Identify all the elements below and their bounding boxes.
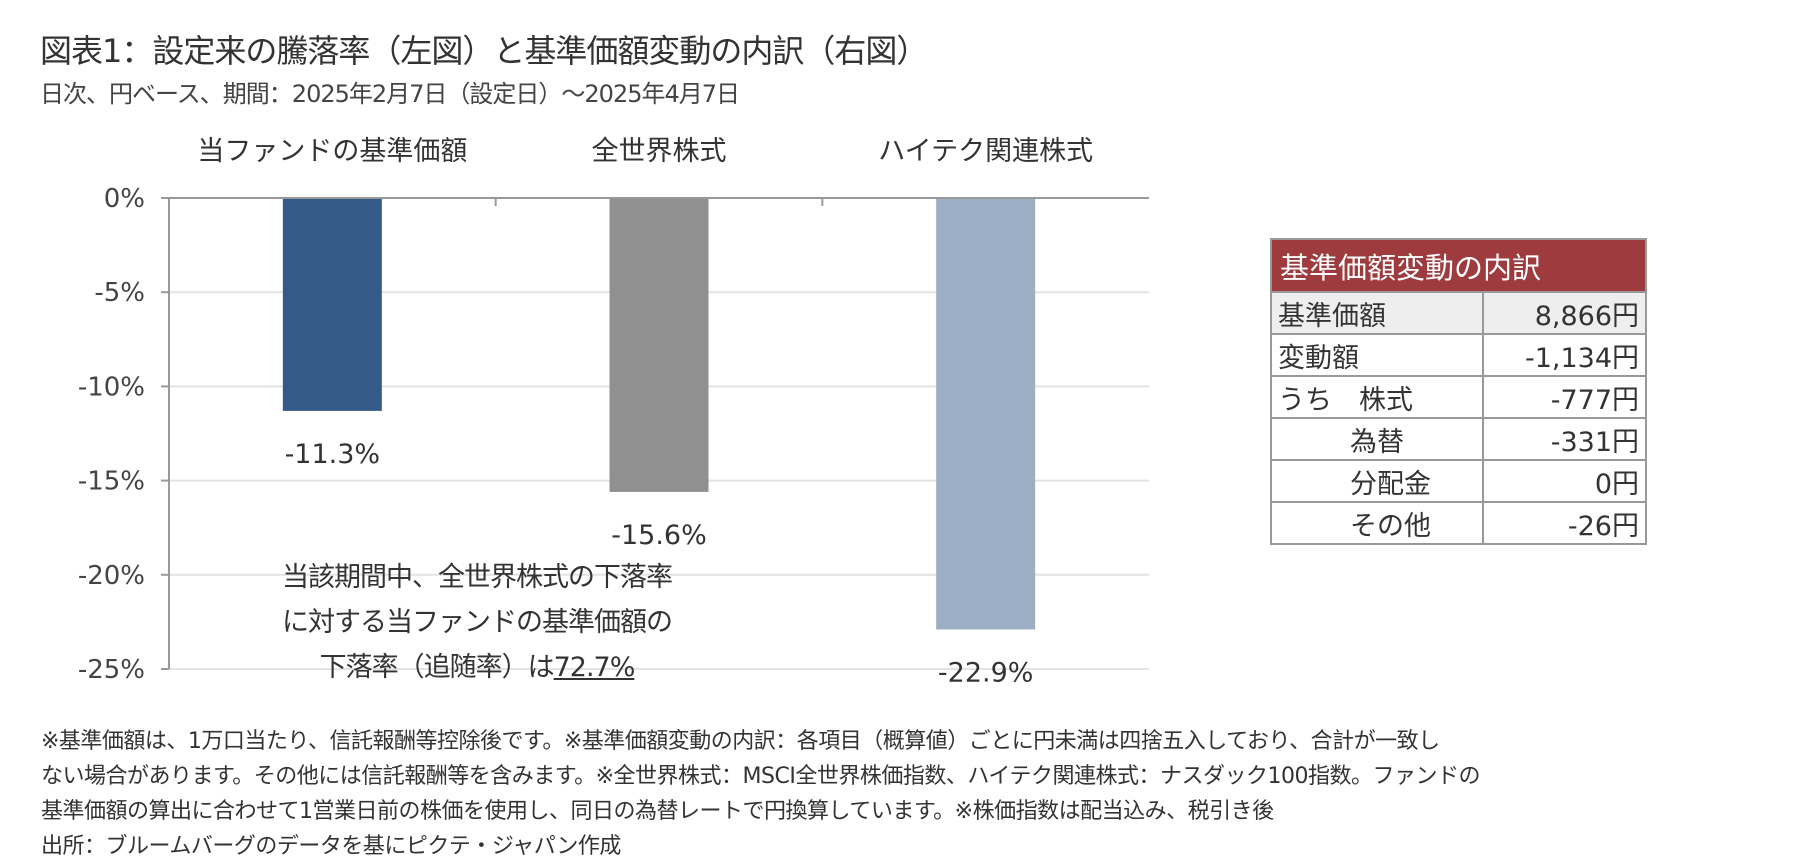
y-tick-label: -15% bbox=[78, 467, 145, 497]
y-tick-label: -10% bbox=[78, 372, 145, 402]
category-label: 当ファンドの基準価額 bbox=[197, 136, 467, 167]
row-label: 変動額 bbox=[1269, 333, 1485, 377]
category-label: ハイテク関連株式 bbox=[878, 136, 1093, 167]
table-row: うち 株式 -777円 bbox=[1269, 375, 1647, 419]
table-row: 基準価額 8,866円 bbox=[1269, 291, 1647, 335]
chart-title: 図表1：設定来の騰落率（左図）と基準価額変動の内訳（右図） bbox=[40, 32, 928, 70]
bar bbox=[282, 198, 382, 411]
row-label: その他 bbox=[1269, 501, 1485, 545]
y-tick-label: 0% bbox=[104, 184, 145, 214]
data-label: -15.6% bbox=[611, 520, 707, 551]
annotation-line: 当該期間中、全世界株式の下落率 bbox=[282, 562, 673, 593]
row-value: 0円 bbox=[1482, 459, 1647, 503]
row-value: 8,866円 bbox=[1482, 291, 1647, 335]
tracking-ratio-annotation: 当該期間中、全世界株式の下落率 に対する当ファンドの基準価額の 下落率（追随率）… bbox=[282, 555, 673, 690]
table-row: 為替 -331円 bbox=[1269, 417, 1647, 461]
annotation-prefix: 下落率（追随率）は bbox=[319, 652, 555, 683]
bar bbox=[609, 198, 709, 492]
row-value: -777円 bbox=[1482, 375, 1647, 419]
data-label: -22.9% bbox=[938, 657, 1034, 688]
y-tick-label: -5% bbox=[94, 278, 145, 308]
bar bbox=[936, 198, 1036, 630]
footnote-line: ない場合があります。その他には信託報酬等を含みます。※全世界株式：MSCI全世界… bbox=[41, 764, 1480, 789]
data-label: -11.3% bbox=[285, 439, 381, 470]
table-header: 基準価額変動の内訳 bbox=[1270, 238, 1647, 293]
y-tick-label: -25% bbox=[78, 655, 145, 685]
y-tick-label: -20% bbox=[78, 561, 145, 591]
row-value: -26円 bbox=[1482, 501, 1647, 545]
row-label: 分配金 bbox=[1269, 459, 1485, 503]
category-label: 全世界株式 bbox=[592, 136, 727, 167]
row-value: -1,134円 bbox=[1482, 333, 1647, 377]
chart-subtitle: 日次、円ベース、期間：2025年2月7日（設定日）〜2025年4月7日 bbox=[40, 80, 740, 108]
footnotes: ※基準価額は、1万口当たり、信託報酬等控除後です。※基準価額変動の内訳：各項目（… bbox=[41, 724, 1480, 864]
tracking-ratio-value: 72.7% bbox=[553, 652, 636, 683]
table-row: その他 -26円 bbox=[1269, 501, 1647, 545]
row-label: 基準価額 bbox=[1269, 291, 1485, 335]
annotation-line: 下落率（追随率）は72.7% bbox=[282, 645, 672, 690]
row-value: -331円 bbox=[1482, 417, 1647, 461]
footnote-line: ※基準価額は、1万口当たり、信託報酬等控除後です。※基準価額変動の内訳：各項目（… bbox=[41, 729, 1440, 754]
footnote-line: 出所：ブルームバーグのデータを基にピクテ・ジャパン作成 bbox=[41, 834, 621, 859]
nav-change-breakdown-table: 基準価額変動の内訳 基準価額 8,866円 変動額 -1,134円 うち 株式 -77… bbox=[1269, 238, 1647, 545]
footnote-line: 基準価額の算出に合わせて1営業日前の株価を使用し、同日の為替レートで円換算してい… bbox=[41, 799, 1274, 824]
table-row: 分配金 0円 bbox=[1269, 459, 1647, 503]
row-label: 為替 bbox=[1269, 417, 1485, 461]
annotation-line: に対する当ファンドの基準価額の bbox=[282, 607, 673, 638]
table-row: 変動額 -1,134円 bbox=[1269, 333, 1647, 377]
row-label: うち 株式 bbox=[1269, 375, 1485, 419]
